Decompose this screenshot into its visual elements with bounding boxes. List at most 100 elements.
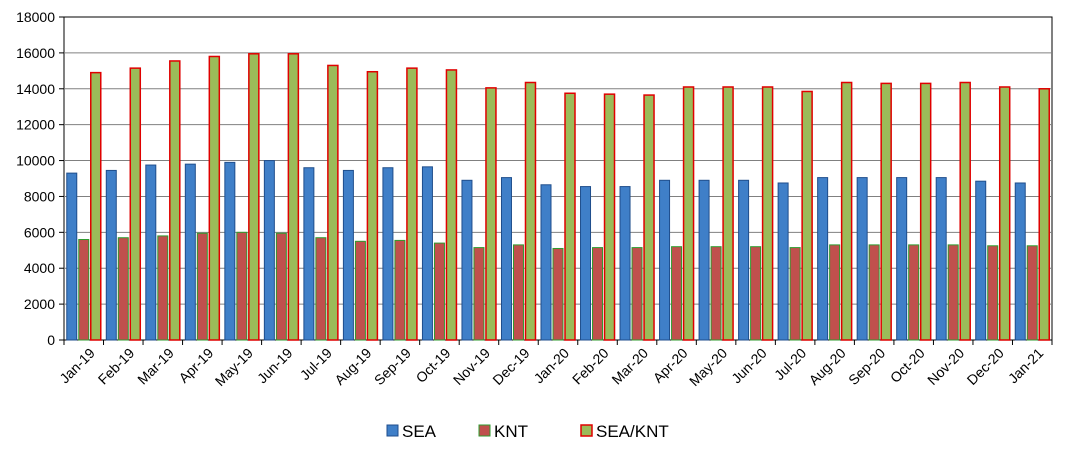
bar-sea-knt-oct-20 — [919, 82, 932, 341]
y-tick-label: 18000 — [16, 9, 55, 25]
bar-sea-knt-apr-20 — [682, 86, 695, 341]
bar-sea-nov-20 — [935, 177, 947, 341]
x-tick-label: Feb-20 — [569, 345, 612, 388]
bar-sea-jan-19 — [66, 172, 78, 341]
legend-swatch-sea-knt — [580, 424, 593, 437]
y-tick-label: 6000 — [24, 224, 55, 240]
bar-sea-jan-20 — [540, 184, 552, 341]
bar-sea-knt-nov-19 — [485, 87, 497, 341]
bar-sea-jul-19 — [303, 167, 315, 341]
x-tick-label: Jun-20 — [728, 345, 770, 387]
legend-label-knt: KNT — [494, 422, 528, 441]
bar-sea-dec-20 — [975, 180, 987, 341]
bar-sea-mar-20 — [619, 186, 631, 341]
bar-sea-aug-19 — [342, 169, 354, 341]
bar-sea-knt-sep-19 — [406, 67, 418, 341]
bar-sea-feb-19 — [105, 169, 117, 341]
y-tick-label: 4000 — [24, 260, 55, 276]
bar-knt-feb-19 — [117, 237, 129, 341]
legend-label-sea: SEA — [402, 422, 437, 441]
bar-sea-sep-20 — [856, 177, 868, 341]
x-tick-label: Mar-19 — [134, 345, 177, 388]
bar-knt-jun-20 — [750, 246, 762, 341]
bar-sea-knt-feb-19 — [129, 67, 142, 341]
bar-sea-oct-20 — [896, 177, 908, 341]
bar-knt-aug-19 — [354, 240, 366, 341]
bar-sea-knt-apr-19 — [208, 55, 221, 341]
bar-sea-jun-20 — [738, 179, 750, 341]
bar-knt-mar-19 — [157, 235, 169, 341]
bar-sea-knt-mar-20 — [643, 94, 655, 341]
bar-sea-jun-19 — [263, 160, 275, 341]
legend-label-sea-knt: SEA/KNT — [596, 422, 669, 441]
bar-knt-jan-21 — [1026, 245, 1038, 341]
bar-knt-dec-19 — [512, 244, 524, 341]
x-tick-label: Oct-19 — [413, 345, 454, 386]
bar-knt-nov-20 — [947, 244, 959, 341]
bar-sea-mar-19 — [145, 164, 157, 341]
x-tick-label: Nov-19 — [450, 345, 493, 388]
bar-knt-mar-20 — [631, 247, 643, 341]
bar-sea-knt-aug-20 — [840, 81, 853, 341]
bar-sea-knt-feb-20 — [603, 93, 616, 341]
bar-sea-apr-19 — [184, 163, 196, 341]
x-tick-label: Feb-19 — [95, 345, 138, 388]
bar-sea-knt-may-19 — [248, 53, 260, 341]
x-tick-label: Aug-20 — [806, 345, 849, 388]
x-tick-label: Apr-19 — [175, 345, 216, 386]
bar-knt-sep-20 — [868, 244, 880, 341]
bar-knt-jun-19 — [275, 232, 287, 341]
bar-sea-knt-jun-19 — [287, 53, 300, 341]
x-tick-label: Jul-20 — [771, 345, 809, 383]
bar-sea-knt-dec-19 — [524, 81, 537, 341]
y-tick-label: 12000 — [16, 117, 55, 133]
x-tick-label: Mar-20 — [608, 345, 651, 388]
bar-knt-oct-19 — [433, 242, 445, 341]
bar-sea-knt-jun-20 — [761, 86, 774, 341]
x-tick-label: Aug-19 — [331, 345, 374, 388]
x-tick-label: Oct-20 — [887, 345, 928, 386]
bar-sea-jul-20 — [777, 182, 789, 341]
bar-sea-may-20 — [698, 179, 710, 341]
y-tick-label: 10000 — [16, 153, 55, 169]
bar-knt-jan-19 — [78, 239, 90, 341]
bar-sea-knt-dec-20 — [998, 86, 1011, 341]
y-tick-label: 16000 — [16, 45, 55, 61]
bar-sea-nov-19 — [461, 179, 473, 341]
legend: SEA KNT SEA/KNT — [386, 422, 669, 441]
bar-sea-apr-20 — [659, 179, 671, 341]
bar-sea-knt-sep-20 — [880, 82, 892, 341]
legend-swatch-sea — [386, 424, 399, 437]
bar-sea-dec-19 — [500, 177, 512, 341]
bar-knt-apr-20 — [671, 246, 683, 341]
bar-knt-may-20 — [710, 246, 722, 341]
x-tick-label: Jan-21 — [1005, 345, 1047, 387]
bar-knt-dec-20 — [987, 245, 999, 341]
bar-sea-jan-21 — [1014, 182, 1026, 341]
x-tick-label: Jan-20 — [531, 345, 573, 387]
bar-sea-knt-aug-19 — [366, 70, 379, 341]
y-tick-label: 14000 — [16, 81, 55, 97]
x-tick-label: Jun-19 — [254, 345, 296, 387]
bar-sea-knt-jan-21 — [1038, 88, 1050, 341]
bar-knt-apr-19 — [196, 232, 208, 341]
legend-swatch-knt — [478, 424, 491, 437]
bar-sea-sep-19 — [382, 167, 394, 341]
x-tick-label: Jul-19 — [297, 345, 335, 383]
bar-sea-knt-may-20 — [722, 86, 734, 341]
bar-sea-knt-jul-20 — [801, 90, 813, 341]
x-tick-label: Nov-20 — [924, 345, 967, 388]
x-tick-label: Dec-20 — [964, 345, 1007, 388]
x-tick-label: Jan-19 — [56, 345, 98, 387]
bar-knt-may-19 — [236, 231, 248, 341]
y-tick-label: 0 — [47, 332, 55, 348]
bar-knt-feb-20 — [592, 247, 604, 341]
x-tick-label: Dec-19 — [489, 345, 532, 388]
bar-sea-knt-mar-19 — [169, 60, 181, 341]
x-tick-label: May-20 — [686, 345, 730, 389]
bar-knt-jul-20 — [789, 247, 801, 341]
bar-sea-aug-20 — [817, 177, 829, 341]
x-tick-label: May-19 — [212, 345, 256, 389]
